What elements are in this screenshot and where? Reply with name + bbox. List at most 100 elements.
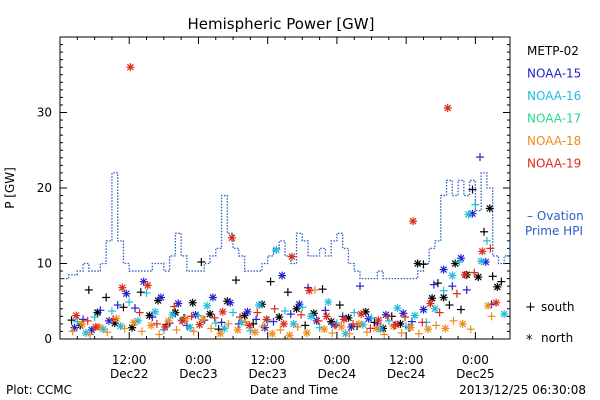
- noaa-19-north-point: [374, 316, 383, 325]
- noaa-19-north-point: [245, 321, 254, 330]
- x-tick-time-label: 0:00: [185, 353, 212, 367]
- noaa-18-north-point: [406, 323, 415, 332]
- noaa-18-north-point: [216, 329, 225, 338]
- noaa-19-north-point: [322, 312, 331, 321]
- noaa-16-north-point: [220, 324, 229, 333]
- noaa-16-south-point: [455, 257, 464, 266]
- noaa-15-north-point: [105, 316, 114, 325]
- metp-02-south-point: [231, 276, 240, 285]
- metp-02-south-point: [102, 293, 111, 302]
- noaa-16-north-point: [151, 307, 160, 316]
- noaa-19-north-point: [478, 247, 487, 256]
- noaa-16-north-point: [341, 329, 350, 338]
- metp-02-south-point: [266, 277, 275, 286]
- noaa-16-south-point: [350, 308, 359, 317]
- noaa-19-north-point: [391, 320, 400, 329]
- noaa-16-north-point: [289, 319, 298, 328]
- noaa-15-north-point: [139, 277, 148, 286]
- noaa-19-south-point: [383, 312, 392, 321]
- noaa-18-south-point: [86, 330, 94, 339]
- metp-02-south-point: [119, 303, 128, 312]
- noaa-19-south-point: [187, 312, 196, 321]
- noaa-15-south-point: [462, 285, 471, 294]
- noaa-18-south-point: [414, 329, 423, 338]
- noaa-19-north-point: [426, 299, 435, 308]
- noaa-18-north-point: [458, 319, 467, 328]
- noaa-16-north-point: [237, 318, 246, 327]
- noaa-18-south-point: [259, 322, 268, 331]
- noaa-18-south-point: [103, 328, 112, 337]
- noaa-16-north-point: [306, 312, 315, 321]
- noaa-15-north-point: [278, 271, 287, 280]
- metp-02-south-point: [301, 321, 310, 330]
- noaa-16-north-point: [393, 304, 402, 313]
- metp-02-south-point: [84, 285, 93, 294]
- noaa-16-north-point: [500, 310, 509, 319]
- noaa-16-south-point: [107, 307, 116, 316]
- metp-02-north-point: [275, 313, 284, 322]
- noaa-18-north-point: [354, 319, 363, 328]
- metp-02-south-point: [335, 301, 344, 310]
- metp-02-south-point: [497, 277, 506, 286]
- noaa-16-north-point: [324, 298, 333, 307]
- noaa-18-north-point: [285, 331, 294, 340]
- noaa-18-north-point: [77, 319, 86, 328]
- metp-02-north-point: [413, 259, 422, 268]
- noaa-18-north-point: [424, 325, 433, 334]
- noaa-16-north-point: [448, 271, 457, 280]
- noaa-18-south-point: [120, 324, 129, 333]
- noaa-18-north-point: [199, 315, 208, 324]
- noaa-19-north-point: [195, 320, 204, 329]
- noaa-19-north-point: [262, 315, 271, 324]
- noaa-15-north-point: [156, 293, 165, 302]
- x-tick-time-label: 12:00: [250, 353, 285, 367]
- y-tick-label: 20: [37, 181, 52, 195]
- noaa-19-south-point: [270, 304, 279, 313]
- noaa-19-south-point: [331, 321, 340, 330]
- noaa-15-south-point: [407, 317, 416, 326]
- noaa-16-north-point: [81, 328, 90, 337]
- metp-02-south-point: [283, 288, 292, 297]
- x-tick-date-label: Dec22: [110, 367, 149, 381]
- noaa-19-north-point: [492, 298, 501, 307]
- noaa-15-south-point: [476, 153, 484, 162]
- noaa-18-south-point: [68, 327, 77, 336]
- noaa-16-north-point: [185, 323, 194, 332]
- noaa-19-south-point: [314, 316, 323, 325]
- x-tick-time-label: 0:00: [462, 353, 489, 367]
- noaa-16-south-point: [482, 236, 491, 245]
- noaa-18-north-point: [337, 322, 346, 331]
- metp-02-north-point: [188, 298, 197, 307]
- noaa-19-south-point: [135, 308, 144, 317]
- noaa-19-south-point: [109, 315, 118, 324]
- metp-02-south-point: [67, 316, 76, 325]
- north-label: north: [541, 331, 573, 345]
- noaa-15-south-point: [448, 282, 457, 291]
- noaa-19-south-point: [236, 313, 244, 322]
- y-tick-label: 10: [37, 257, 52, 271]
- noaa-15-north-point: [364, 314, 373, 323]
- x-tick-date-label: Dec23: [179, 367, 218, 381]
- noaa-18-south-point: [189, 327, 198, 336]
- noaa-19-north-point: [339, 315, 348, 324]
- ovation-legend-line1: – Ovation: [527, 209, 584, 223]
- noaa-15-south-point: [269, 317, 278, 326]
- metp-02-south-point: [488, 272, 497, 281]
- noaa-18-north-point: [302, 328, 311, 337]
- satellite-data-points: [67, 63, 509, 340]
- chart-title: Hemispheric Power [GW]: [188, 15, 375, 33]
- metp-02-south-point: [445, 301, 454, 310]
- noaa-15-north-point: [456, 254, 465, 263]
- noaa-15-south-point: [96, 306, 105, 315]
- noaa-18-south-point: [449, 316, 458, 325]
- noaa-15-north-point: [260, 323, 269, 332]
- noaa-19-north-point: [279, 319, 288, 328]
- noaa-19-north-point: [118, 283, 127, 292]
- noaa-16-south-point: [439, 286, 448, 295]
- legend-noaa-17: NOAA-17: [527, 112, 581, 126]
- noaa-15-north-point: [419, 305, 428, 314]
- legend-noaa-19: NOAA-19: [527, 157, 581, 171]
- noaa-16-north-point: [477, 257, 486, 266]
- noaa-16-south-point: [229, 308, 238, 317]
